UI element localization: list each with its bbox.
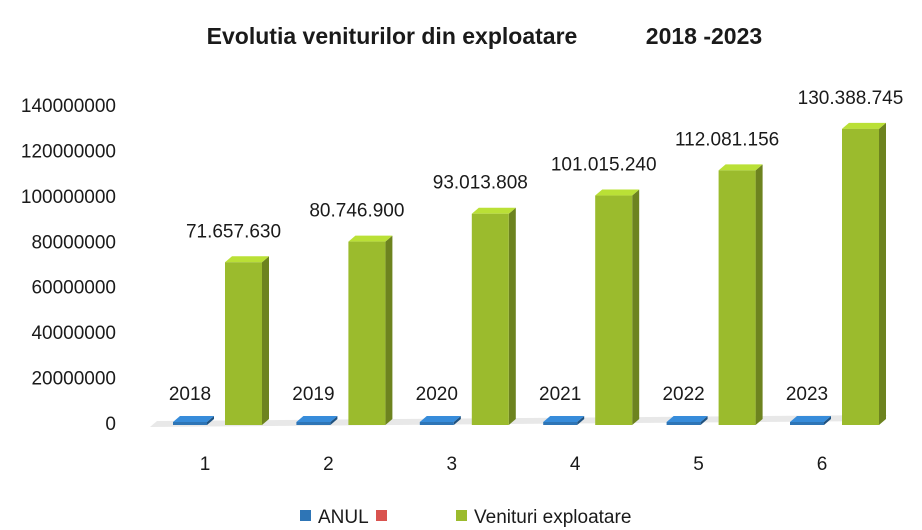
bar-face: [419, 422, 454, 425]
bar-face: [666, 416, 708, 422]
bar-face: [543, 422, 578, 425]
bar-face: [700, 416, 708, 425]
data-label: 2021: [539, 384, 581, 405]
x-tick-label: 3: [447, 454, 458, 475]
data-label: 2018: [169, 384, 211, 405]
bar-face: [207, 416, 214, 425]
data-label: 2023: [786, 384, 828, 405]
bar-face: [385, 235, 393, 425]
bar-face: [842, 122, 886, 129]
legend-label: ANUL: [318, 507, 369, 528]
legend-swatch: [376, 510, 387, 521]
x-tick-label: 6: [817, 454, 828, 475]
bar-face: [471, 213, 509, 425]
bar-face: [790, 422, 824, 425]
bar: [543, 416, 585, 425]
data-label: 71.657.630: [186, 221, 281, 242]
y-tick-label: 0: [105, 414, 116, 435]
bar: [173, 416, 214, 425]
x-tick-label: 5: [693, 454, 704, 475]
y-tick-label: 100000000: [21, 187, 116, 208]
bar-face: [225, 256, 269, 263]
y-tick-label: 60000000: [31, 278, 116, 299]
bar-face: [173, 422, 207, 425]
bar-face: [330, 416, 338, 425]
bar: [348, 235, 393, 425]
y-tick-label: 120000000: [21, 141, 116, 162]
bar-face: [842, 128, 879, 425]
bar-face: [755, 164, 763, 426]
bar-face: [453, 416, 461, 425]
bar: [666, 416, 708, 425]
bar-face: [666, 422, 701, 425]
x-tick-label: 1: [200, 454, 211, 475]
bar-face: [173, 416, 214, 422]
bar-face: [262, 256, 269, 425]
bar: [790, 416, 831, 425]
bar-face: [296, 416, 338, 422]
bar: [471, 207, 516, 425]
data-label: 2020: [416, 384, 458, 405]
bar-face: [824, 416, 831, 425]
bar: [419, 416, 461, 425]
bar-face: [508, 207, 516, 425]
bar-face: [348, 235, 393, 242]
x-tick-label: 4: [570, 454, 581, 475]
legend-swatch: [300, 510, 311, 521]
bar-face: [225, 262, 262, 425]
bar-face: [879, 122, 886, 426]
data-label: 80.746.900: [309, 201, 404, 222]
bar-face: [632, 189, 640, 425]
bar-face: [718, 164, 763, 171]
bar-face: [348, 241, 386, 425]
legend-swatch: [456, 510, 467, 521]
data-label: 2019: [292, 384, 334, 405]
y-tick-label: 20000000: [31, 369, 116, 390]
bar: [225, 256, 269, 425]
bar-face: [718, 170, 756, 425]
chart-title: Evolutia veniturilor din exploatare: [207, 23, 578, 49]
data-label: 2022: [662, 384, 704, 405]
bar-face: [296, 422, 331, 425]
y-tick-label: 40000000: [31, 323, 116, 344]
y-tick-label: 140000000: [21, 96, 116, 117]
chart-subtitle: 2018 -2023: [646, 23, 762, 49]
data-label: 130.388.745: [798, 88, 904, 109]
bar-face: [419, 416, 461, 422]
bar-face: [543, 416, 585, 422]
data-label: 112.081.156: [675, 129, 779, 150]
bar-face: [790, 416, 831, 422]
bar-face: [595, 189, 640, 196]
bar-face: [471, 207, 516, 214]
bar-face: [577, 416, 585, 425]
bar: [296, 416, 338, 425]
bar: [718, 164, 763, 426]
bar: [842, 122, 886, 426]
data-label: 101.015.240: [551, 155, 657, 176]
legend-label: Venituri exploatare: [474, 507, 631, 528]
bar-face: [595, 195, 633, 425]
data-label: 93.013.808: [433, 173, 528, 194]
bar: [595, 189, 640, 425]
x-tick-label: 2: [323, 454, 334, 475]
y-tick-label: 80000000: [31, 232, 116, 253]
